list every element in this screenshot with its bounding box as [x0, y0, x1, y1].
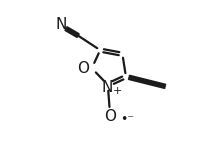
Text: •⁻: •⁻	[120, 112, 134, 126]
Text: +: +	[113, 86, 123, 96]
Text: O: O	[104, 109, 116, 124]
Text: N: N	[56, 17, 67, 32]
Text: N: N	[102, 80, 113, 95]
Text: O: O	[77, 61, 89, 76]
